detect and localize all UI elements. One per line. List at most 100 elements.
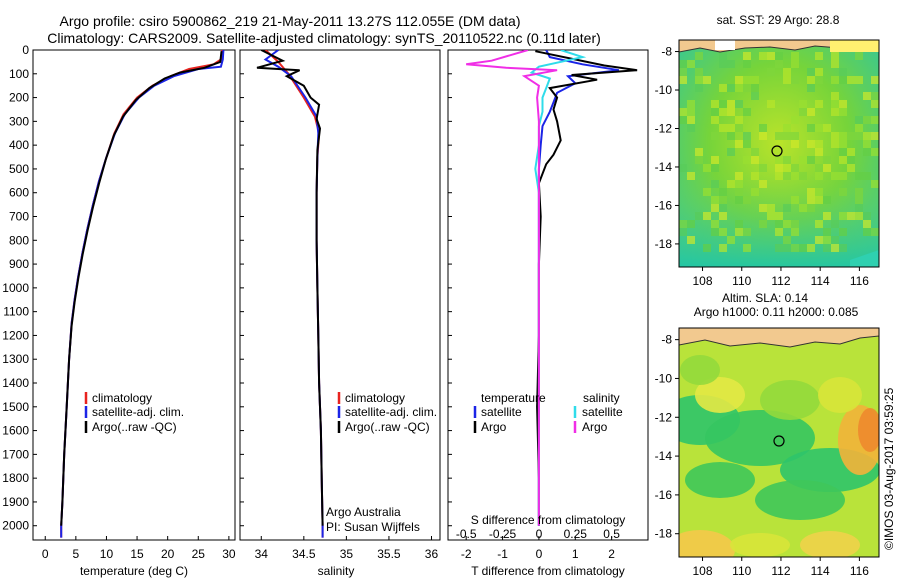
sst-pixel [735,116,743,124]
sst-pixel [679,228,687,236]
series-line-temperature-argo [535,50,638,526]
sst-pixel [743,156,751,164]
sst-pixel [735,100,743,108]
map-y-tick-label: -12 [655,410,673,424]
depth-tick-label: 400 [9,138,29,152]
sst-pixel [831,220,839,228]
x-tick-label: 35.5 [377,547,401,561]
sst-pixel [727,148,735,156]
depth-axis: 0 100 200 300 400 500 600 700 800 900 1000 1100 1200… [2,43,452,533]
legend-label-s-argo: Argo [582,420,608,434]
sst-pixel [791,76,799,84]
sst-pixel [847,148,855,156]
sst-pixel [703,244,711,252]
argo-float-marker [771,145,783,157]
map-x-tick-label: 110 [732,564,751,578]
x-tick-label: 5 [73,547,80,561]
sst-pixel [711,156,719,164]
salinity-axis-label: salinity [318,564,355,578]
sst-pixel [743,60,751,68]
sst-pixel [735,228,743,236]
sst-pixel [711,108,719,116]
sst-pixel [815,164,823,172]
sst-pixel [831,132,839,140]
sla-anomaly-blob [680,355,720,385]
map-y-tick-label: -16 [655,198,673,212]
x-tick-label: 34 [255,547,269,561]
depth-tick-label: 1200 [2,328,29,342]
sst-pixel [743,84,751,92]
sst-pixel [855,212,863,220]
series-line-argo-raw-qc- [256,50,324,526]
sst-pixel [767,68,775,76]
x-tick-label: 25 [192,547,206,561]
map-x-tick-label: 114 [811,274,830,288]
map-y-tick-label: -10 [655,83,673,97]
depth-tick-label: 200 [9,91,29,105]
sst-pixel [823,124,831,132]
sst-pixel [743,76,751,84]
sst-pixel [719,212,727,220]
sst-pixel [775,244,783,252]
x-tick-label: 30 [222,547,236,561]
sst-pixel [727,100,735,108]
sst-pixel [759,164,767,172]
map-y-tick-label: -12 [655,121,673,135]
series-line-satellite-adj-clim- [60,50,225,538]
depth-tick-label: 300 [9,114,29,128]
x-tick-label: -2 [461,547,472,561]
sla-anomaly-blob [679,530,735,557]
sst-pixel [847,76,855,84]
sla-map-title-line-1: Altim. SLA: 0.14 [722,291,808,305]
map-x-tick-label: 112 [771,564,790,578]
difference-temperature-legend: temperature satellite Argo [473,391,546,434]
series-line-temperature-satellite [537,50,620,526]
temperature-profile-lines [60,50,225,538]
sst-pixel [735,196,743,204]
sst-pixel [743,196,751,204]
sla-anomaly-blob [685,462,755,498]
map-x-tick-label: 112 [771,274,790,288]
x-top-tick-label: 0 [536,527,543,541]
sst-pixel [791,60,799,68]
sst-pixel [839,76,847,84]
credit-pi-name: PI: Susan Wijffels [326,520,420,534]
sla-anomaly-blob [695,377,745,413]
sst-pixel [687,60,695,68]
sst-pixel [847,164,855,172]
depth-tick-label: 1800 [2,471,29,485]
depth-tick-label: 100 [9,67,29,81]
imos-credit: ©IMOS 03-Aug-2017 03:59:25 [882,387,896,550]
sst-pixel [831,236,839,244]
x-tick-label: 34.5 [292,547,316,561]
credit-argo-australia: Argo Australia [326,505,401,519]
x-top-tick-label: -0.25 [489,527,517,541]
sst-pixel [775,228,783,236]
x-tick-label: -1 [497,547,508,561]
sst-pixel [783,156,791,164]
sst-pixel [679,164,687,172]
legend-label-satellite: satellite-adj. clim. [92,405,184,419]
sst-pixel [855,188,863,196]
map-y-tick-label: -8 [661,45,672,59]
sst-map-title: sat. SST: 29 Argo: 28.8 [717,13,840,27]
sst-pixel [791,132,799,140]
sst-pixel [735,220,743,228]
sla-anomaly-blob [755,480,845,520]
sst-pixel [855,116,863,124]
sst-pixel [727,108,735,116]
sla-anomaly-blob [705,410,815,466]
sst-pixel [751,84,759,92]
sst-pixel [839,68,847,76]
sst-pixel [703,164,711,172]
sst-pixel [719,196,727,204]
sst-pixel [839,228,847,236]
sst-pixel [839,140,847,148]
sla-anomaly-blob [760,380,820,420]
sst-pixel [743,244,751,252]
sst-pixel [727,60,735,68]
sst-pixel [759,132,767,140]
sla-map-frame [678,327,880,558]
sst-pixel [687,172,695,180]
sst-pixel [727,180,735,188]
